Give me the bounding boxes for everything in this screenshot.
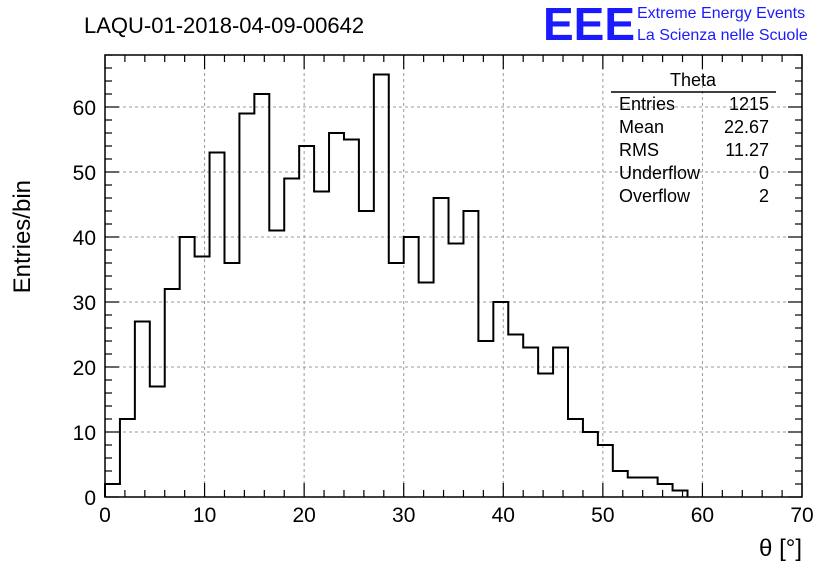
- histogram-bin: [299, 146, 314, 497]
- stats-label: Overflow: [619, 186, 691, 206]
- histogram-bin: [658, 484, 673, 497]
- histogram-bin: [284, 179, 299, 498]
- histogram-bin: [210, 153, 225, 498]
- stats-label: Underflow: [619, 163, 701, 183]
- stats-value: 1215: [729, 94, 769, 114]
- histogram-bin: [254, 94, 269, 497]
- histogram-bin: [195, 257, 210, 498]
- logo-line-1: Extreme Energy Events: [637, 5, 805, 22]
- stats-title: Theta: [670, 70, 717, 90]
- histogram-bin: [628, 478, 643, 498]
- logo-mark: EEE: [543, 0, 635, 50]
- histogram-bin: [135, 322, 150, 498]
- x-tick-label: 70: [790, 504, 813, 527]
- histogram-bin: [463, 211, 478, 497]
- histogram-bin: [224, 263, 239, 497]
- histogram-bin: [165, 289, 180, 497]
- histogram-bin: [538, 374, 553, 498]
- histogram-bin: [478, 341, 493, 497]
- histogram-bin: [150, 387, 165, 498]
- histogram-bin: [329, 133, 344, 497]
- y-tick-label: 10: [73, 422, 96, 445]
- logo-line-2: La Scienza nelle Scuole: [637, 27, 808, 44]
- plot-frame: [104, 54, 803, 498]
- stats-label: Mean: [619, 117, 664, 137]
- histogram-bin: [493, 302, 508, 497]
- histogram-bin: [434, 198, 449, 497]
- y-tick-label: 50: [73, 162, 96, 185]
- x-tick-labels: 0 10 20 30 40 50 60 70: [99, 504, 814, 527]
- stats-value: 22.67: [724, 117, 769, 137]
- stats-value: 0: [759, 163, 769, 183]
- histogram-bin: [389, 263, 404, 497]
- histogram-bin: [239, 114, 254, 498]
- grid-lines: [105, 55, 802, 497]
- eee-logo: EEE Extreme Energy Events La Scienza nel…: [543, 0, 808, 50]
- histogram-bin: [344, 140, 359, 498]
- axis-ticks: [104, 54, 803, 498]
- histogram-bin: [583, 432, 598, 497]
- histogram-bin: [643, 478, 658, 498]
- histogram-bin: [523, 348, 538, 498]
- x-tick-label: 50: [591, 504, 614, 527]
- histogram-bin: [120, 419, 135, 497]
- stats-label: Entries: [619, 94, 675, 114]
- x-tick-label: 20: [292, 504, 315, 527]
- histogram-bin: [374, 75, 389, 498]
- stats-value: 11.27: [725, 140, 769, 160]
- histogram-outline: [104, 73, 689, 497]
- stats-box: Theta Entries 1215 Mean 22.67 RMS 11.27 Underf…: [611, 70, 776, 206]
- x-tick-label: 60: [691, 504, 714, 527]
- x-tick-label: 10: [193, 504, 216, 527]
- y-tick-label: 0: [84, 487, 96, 510]
- x-tick-label: 40: [492, 504, 515, 527]
- histogram-bin: [105, 484, 120, 497]
- y-axis-label: Entries/bin: [9, 180, 36, 293]
- histogram-bins: [104, 73, 689, 498]
- y-tick-label: 30: [73, 292, 96, 315]
- histogram-bin: [269, 231, 284, 498]
- histogram-bin: [180, 237, 195, 497]
- histogram-bin: [419, 283, 434, 498]
- x-tick-label: 30: [392, 504, 415, 527]
- chart-title: LAQU-01-2018-04-09-00642: [84, 13, 364, 38]
- y-tick-label: 40: [73, 227, 96, 250]
- stats-value: 2: [759, 186, 769, 206]
- histogram-bin: [598, 445, 613, 497]
- x-tick-label: 0: [99, 504, 111, 527]
- x-axis-label: θ [°]: [759, 535, 802, 562]
- histogram-bin: [449, 244, 464, 498]
- histogram-bin: [613, 471, 628, 497]
- y-tick-label: 60: [73, 97, 96, 120]
- y-tick-labels: 0 10 20 30 40 50 60: [73, 97, 96, 510]
- stats-label: RMS: [619, 140, 659, 160]
- histogram-bin: [359, 211, 374, 497]
- histogram-bin: [508, 335, 523, 498]
- y-tick-label: 20: [73, 357, 96, 380]
- histogram-bin: [568, 419, 583, 497]
- histogram-bin: [553, 348, 568, 498]
